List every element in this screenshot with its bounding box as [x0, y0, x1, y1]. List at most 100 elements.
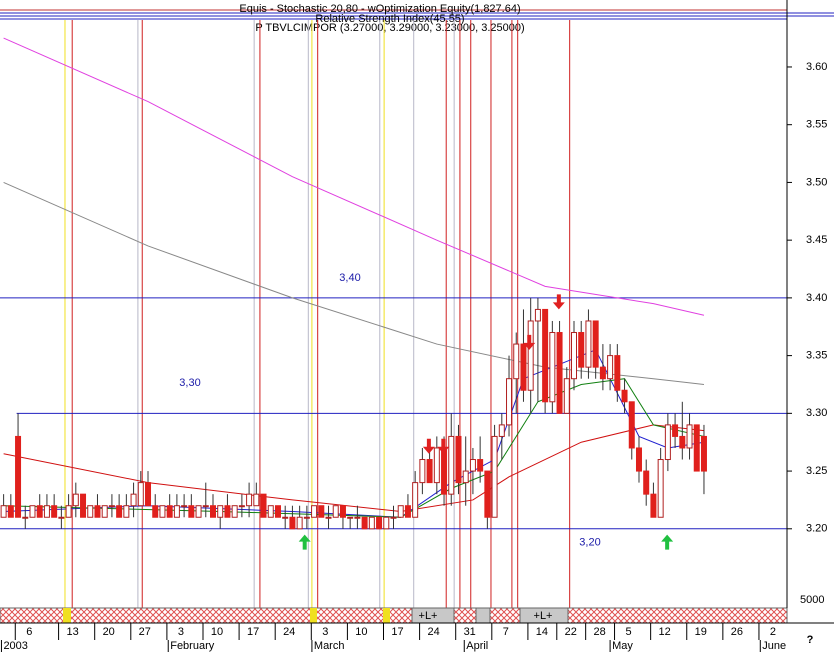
- candle-body: [260, 493, 267, 518]
- candle-body: [209, 505, 216, 518]
- candle-body: [426, 459, 433, 484]
- candle-body: [311, 505, 318, 518]
- candle-body: [368, 516, 375, 530]
- candle-body: [87, 505, 94, 518]
- candle-body: [217, 505, 224, 518]
- help-button[interactable]: ?: [807, 634, 814, 646]
- candle-body: [202, 505, 209, 508]
- candle-body: [152, 505, 159, 518]
- candle-body: [549, 332, 556, 403]
- candle-body: [498, 424, 505, 437]
- band-segment: [310, 608, 317, 623]
- header-title: Equis - Stochastic 20,80 - wOptimization…: [239, 3, 520, 15]
- x-tick-label: 24: [427, 626, 439, 638]
- candle-body: [354, 516, 361, 519]
- candle-body: [246, 493, 253, 507]
- x-tick-label: 2: [770, 626, 776, 638]
- candle-body: [339, 505, 346, 518]
- header-lines: [0, 9, 834, 20]
- x-tick-label: 22: [565, 626, 577, 638]
- candle-body: [650, 493, 657, 518]
- candle-body: [607, 355, 614, 380]
- y-tick-label: 3.25: [806, 465, 827, 477]
- candle-body: [484, 470, 491, 518]
- candle-body: [520, 343, 527, 391]
- candle-body: [224, 505, 231, 518]
- candle-body: [361, 516, 368, 530]
- candle-body: [542, 308, 549, 403]
- month-label: 2003: [3, 640, 27, 652]
- candle-body: [585, 320, 592, 368]
- candle-body: [592, 320, 599, 368]
- month-label: March: [314, 640, 345, 652]
- candle-body: [188, 505, 195, 518]
- candle-body: [159, 505, 166, 518]
- band-segment: [63, 608, 71, 623]
- y-tick-label: 3.50: [806, 176, 827, 188]
- candle-body: [347, 516, 354, 519]
- signal-arrow: [422, 438, 435, 454]
- level-label: 3,30: [179, 377, 200, 389]
- candle-body: [22, 516, 29, 519]
- candle-body: [578, 332, 585, 368]
- x-tick-label: 24: [283, 626, 295, 638]
- x-tick-label: 14: [536, 626, 548, 638]
- y-tick-label: 3.20: [806, 523, 827, 535]
- moving-average: [3, 37, 705, 316]
- candle-body: [477, 459, 484, 472]
- candle-body: [441, 447, 448, 495]
- candle-body: [166, 505, 173, 518]
- band-label: +L+: [419, 610, 438, 622]
- candle-body: [657, 459, 664, 518]
- x-tick-label: 20: [103, 626, 115, 638]
- volume-tick-label: 5000: [800, 594, 824, 606]
- candle-body: [433, 447, 440, 484]
- moving-average: [3, 378, 705, 518]
- candle-body: [679, 435, 686, 449]
- candle-body: [51, 505, 58, 518]
- candle-body: [693, 424, 700, 472]
- x-tick-label: 10: [211, 626, 223, 638]
- candle-body: [15, 435, 22, 518]
- candle-body: [491, 435, 498, 518]
- candle-body: [419, 459, 426, 484]
- candle-body: [397, 505, 404, 518]
- candle-body: [289, 516, 296, 530]
- candle-body: [563, 378, 570, 414]
- candle-body: [599, 366, 606, 380]
- candle-body: [29, 505, 36, 518]
- candle-body: [238, 505, 245, 508]
- candle-body: [181, 505, 188, 508]
- month-label: May: [612, 640, 633, 652]
- candle-body: [390, 516, 397, 519]
- y-tick-label: 3.40: [806, 292, 827, 304]
- signal-arrow: [552, 294, 565, 310]
- candle-body: [455, 435, 462, 484]
- candle-body: [282, 516, 289, 519]
- band-label: +L+: [534, 610, 553, 622]
- header-title: P TBVLCIMPOR (3.27000, 3.29000, 3.23000,…: [255, 22, 524, 34]
- candle-body: [643, 470, 650, 495]
- candle-body: [253, 493, 260, 507]
- signal-arrow: [437, 438, 450, 454]
- candle-body: [332, 505, 339, 518]
- y-tick-label: 3.30: [806, 407, 827, 419]
- candle-body: [383, 516, 390, 530]
- candle-body: [274, 505, 281, 518]
- candle-body: [318, 505, 325, 518]
- candle-body: [513, 343, 520, 380]
- candle-body: [664, 424, 671, 461]
- x-tick-label: 17: [247, 626, 259, 638]
- y-tick-label: 3.35: [806, 350, 827, 362]
- x-tick-label: 6: [26, 626, 32, 638]
- x-tick-label: 12: [659, 626, 671, 638]
- candle-body: [700, 435, 707, 472]
- candle-body: [686, 424, 693, 449]
- x-tick-label: 7: [503, 626, 509, 638]
- candle-body: [80, 493, 87, 518]
- candle-body: [571, 332, 578, 380]
- level-label: 3,20: [579, 537, 600, 549]
- candle-body: [412, 482, 419, 518]
- candle-body: [404, 505, 411, 518]
